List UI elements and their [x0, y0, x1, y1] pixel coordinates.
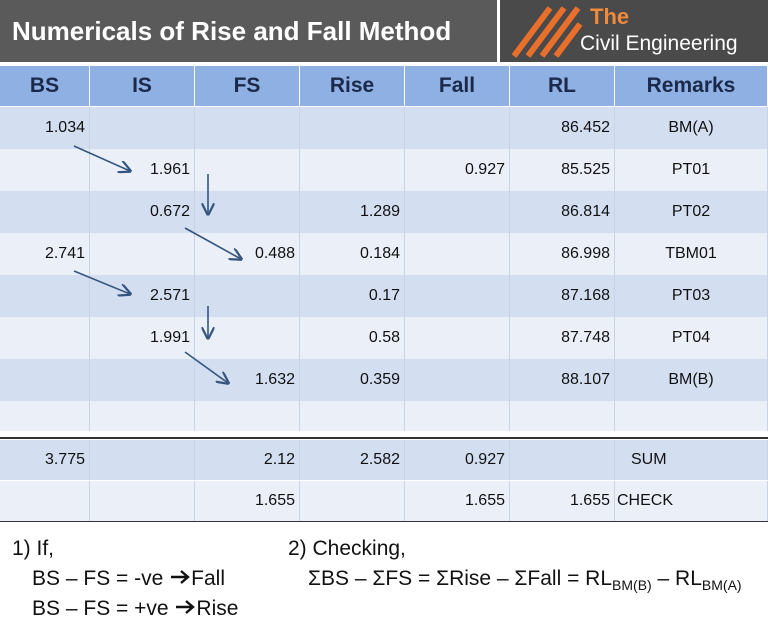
column-header: Rise	[300, 66, 405, 106]
cell	[90, 359, 195, 401]
cell	[90, 107, 195, 149]
cell: 0.184	[300, 233, 405, 275]
cell	[405, 107, 510, 149]
formula: ΣBS – ΣFS = ΣRise – ΣFall = RLBM(B) – RL…	[308, 567, 742, 593]
cell: 86.452	[510, 107, 615, 149]
divider	[0, 521, 768, 522]
cell	[0, 149, 90, 191]
cell: 85.525	[510, 149, 615, 191]
note-text: Rise	[196, 597, 239, 620]
formula-text: – RL	[651, 567, 702, 590]
cell	[0, 275, 90, 317]
cell	[405, 359, 510, 401]
cell	[90, 233, 195, 275]
cell: 86.814	[510, 191, 615, 233]
cell	[405, 191, 510, 233]
cell	[90, 440, 195, 480]
cell	[0, 317, 90, 359]
formula-sub: BM(A)	[701, 577, 742, 594]
divider	[0, 437, 768, 439]
cell: 2.571	[90, 275, 195, 317]
logo-text: The	[590, 4, 630, 29]
cell: PT02	[615, 191, 768, 233]
arrow-icon	[171, 570, 191, 584]
cell	[510, 440, 615, 480]
note-text: BS – FS = +ve	[32, 597, 169, 620]
cell: 2.12	[195, 440, 300, 480]
cell: CHECK	[615, 481, 768, 521]
cell	[300, 401, 405, 431]
cell	[300, 149, 405, 191]
cell: 3.775	[0, 440, 90, 480]
cell: 87.748	[510, 317, 615, 359]
cell	[90, 401, 195, 431]
cell: 1.655	[195, 481, 300, 521]
cell: PT03	[615, 275, 768, 317]
formula-sub: BM(B)	[612, 577, 652, 594]
cell: 1.289	[300, 191, 405, 233]
cell: 86.998	[510, 233, 615, 275]
cell: 88.107	[510, 359, 615, 401]
note-heading: 2) Checking,	[288, 537, 406, 560]
cell: BM(B)	[615, 359, 768, 401]
arrows	[73, 145, 768, 530]
formula-text: ΣBS – ΣFS = ΣRise – ΣFall = RL	[308, 567, 613, 590]
column-header: IS	[90, 66, 195, 106]
column-header: Fall	[405, 66, 510, 106]
cell: 0.672	[90, 191, 195, 233]
cell: 87.168	[510, 275, 615, 317]
cell: 1.655	[405, 481, 510, 521]
cell: SUM	[615, 440, 768, 480]
cell: 1.632	[195, 359, 300, 401]
cell	[195, 107, 300, 149]
note-text: Fall	[191, 567, 225, 590]
cell	[300, 107, 405, 149]
cell	[90, 481, 195, 521]
column-header: Remarks	[615, 66, 768, 106]
cell: 1.961	[90, 149, 195, 191]
cell	[405, 233, 510, 275]
cell: 0.927	[405, 440, 510, 480]
cell	[300, 481, 405, 521]
cell	[510, 401, 615, 431]
cell	[615, 401, 768, 431]
cell: 2.582	[300, 440, 405, 480]
cell: BM(A)	[615, 107, 768, 149]
cell: 0.58	[300, 317, 405, 359]
cell	[405, 401, 510, 431]
cell: 1.034	[0, 107, 90, 149]
cell	[195, 275, 300, 317]
note-text: BS – FS = -ve	[32, 567, 164, 590]
cell: 0.488	[195, 233, 300, 275]
cell	[0, 401, 90, 431]
column-header: BS	[0, 66, 90, 106]
cell	[405, 317, 510, 359]
title: Numericals of Rise and Fall Method	[0, 0, 497, 62]
cell	[405, 275, 510, 317]
arrow-icon	[176, 600, 196, 614]
cell	[195, 401, 300, 431]
note-line: BS – FS = -ve Fall	[32, 567, 225, 591]
cell	[0, 481, 90, 521]
cell: 2.741	[0, 233, 90, 275]
logo-mark	[511, 6, 583, 58]
column-header: RL	[510, 66, 615, 106]
cell: 0.17	[300, 275, 405, 317]
column-header: FS	[195, 66, 300, 106]
cell: PT04	[615, 317, 768, 359]
cell	[0, 191, 90, 233]
cell: 1.655	[510, 481, 615, 521]
logo: The Civil Engineering	[500, 0, 768, 62]
logo-text: Civil Engineering	[580, 32, 738, 55]
cell	[0, 359, 90, 401]
cell: 1.991	[90, 317, 195, 359]
cell: 0.359	[300, 359, 405, 401]
cell	[195, 149, 300, 191]
cell: PT01	[615, 149, 768, 191]
note-heading: 1) If,	[12, 537, 55, 560]
cell: 0.927	[405, 149, 510, 191]
note-line: BS – FS = +ve Rise	[32, 597, 238, 621]
